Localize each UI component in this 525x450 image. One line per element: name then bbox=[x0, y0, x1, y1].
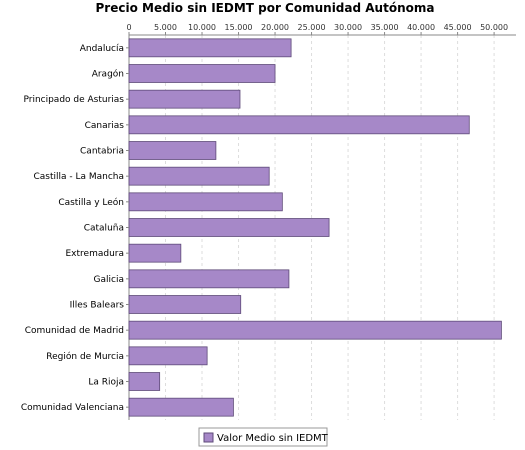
x-tick-label: 35.000 bbox=[371, 23, 399, 32]
bar bbox=[128, 115, 470, 135]
category-label: Castilla y León bbox=[58, 197, 124, 208]
category-label: Castilla - La Mancha bbox=[33, 172, 124, 182]
x-tick-label: 50.000 bbox=[480, 23, 508, 32]
legend-swatch bbox=[203, 432, 214, 443]
category-labels: Andalucía Aragón Principado de Asturias Can… bbox=[21, 44, 129, 413]
bar bbox=[128, 166, 270, 186]
bar bbox=[128, 346, 208, 366]
category-label: Comunidad Valenciana bbox=[21, 403, 124, 413]
bar bbox=[128, 243, 182, 263]
category-label: Andalucía bbox=[80, 44, 124, 54]
category-label: Comunidad de Madrid bbox=[25, 326, 124, 336]
x-tick-label: 15.000 bbox=[225, 23, 253, 32]
bars bbox=[128, 38, 502, 417]
bar bbox=[128, 141, 217, 160]
bar bbox=[128, 269, 290, 289]
category-label: Cataluña bbox=[84, 224, 124, 234]
category-label: La Rioja bbox=[88, 378, 124, 388]
x-tick-label: 25.000 bbox=[298, 23, 326, 32]
category-label: Canarias bbox=[85, 121, 125, 131]
bar bbox=[128, 218, 330, 237]
legend: Valor Medio sin IEDMT bbox=[198, 427, 329, 447]
legend-label: Valor Medio sin IEDMT bbox=[217, 433, 329, 444]
bar bbox=[128, 295, 242, 314]
x-tick-label: 5.000 bbox=[154, 23, 177, 32]
bar bbox=[128, 89, 241, 109]
legend-frame bbox=[198, 427, 328, 447]
category-label: Principado de Asturias bbox=[23, 95, 124, 105]
chart-title: Precio Medio sin IEDMT por Comunidad Aut… bbox=[96, 1, 435, 15]
category-label: Cantabria bbox=[80, 147, 124, 157]
x-tick-label: 40.000 bbox=[407, 23, 435, 32]
x-tick-label: 0 bbox=[126, 23, 131, 32]
x-tick-label: 30.000 bbox=[334, 23, 362, 32]
bar bbox=[128, 64, 276, 83]
category-label: Aragón bbox=[92, 69, 124, 80]
category-label: Extremadura bbox=[66, 249, 125, 259]
category-label: Región de Murcia bbox=[46, 351, 124, 362]
bar bbox=[128, 192, 283, 212]
bar bbox=[128, 320, 502, 340]
x-tick-label: 20.000 bbox=[261, 23, 289, 32]
category-label: Galicia bbox=[94, 275, 124, 285]
x-tick-label: 45.000 bbox=[444, 23, 472, 32]
bar bbox=[128, 372, 161, 391]
x-tick-label: 10.000 bbox=[188, 23, 216, 32]
category-label: Illes Balears bbox=[70, 301, 125, 311]
bar bbox=[128, 397, 234, 417]
bar bbox=[128, 38, 292, 58]
